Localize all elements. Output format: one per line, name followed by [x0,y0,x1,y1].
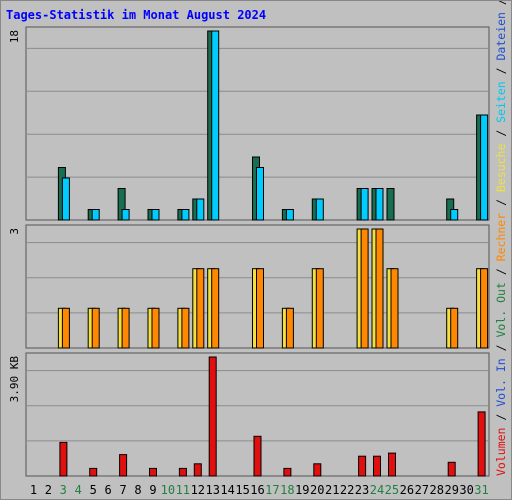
legend-item: Dateien [494,12,508,60]
bar-dateien [285,209,294,221]
x-tick-label: 12 [191,483,205,497]
legend-item: Seiten [494,81,508,123]
bar-volumen [89,467,98,477]
x-tick-label: 7 [119,483,126,497]
bar-rechner [61,307,70,349]
bar-rechner [121,307,130,349]
x-tick-label: 28 [429,483,443,497]
bar-volumen [447,461,456,477]
bar-dateien [315,198,324,221]
x-tick-label: 17 [265,483,279,497]
x-tick-label: 22 [340,483,354,497]
legend-item: Vol. Out [494,282,508,337]
bar-dateien [61,177,70,221]
legend-item: Besuche [494,144,508,193]
x-tick-label: 5 [90,483,97,497]
bar-dateien [196,198,205,221]
x-tick-label: 27 [415,483,429,497]
legend-separator: / [494,123,508,144]
x-tick-label: 6 [104,483,111,497]
bar-dateien [375,188,384,221]
bar-rechner [285,307,294,349]
bar-volumen [388,452,396,477]
legend-separator: / [494,0,508,12]
legend-separator: / [494,338,508,359]
x-tick-label: 3 [60,483,67,497]
bar-dateien [450,209,459,221]
bar-volumen [193,463,202,477]
legend-item: Rechner [494,213,508,262]
bar-dateien [151,209,160,221]
bar-dateien [360,188,369,221]
x-tick-label: 29 [444,483,458,497]
x-tick-label: 21 [325,483,339,497]
x-tick-label: 13 [205,483,219,497]
bar-rechner [450,307,459,349]
y-max-label: 3.90 KB [8,356,21,403]
x-tick-label: 16 [250,483,264,497]
bar-rechner [256,268,264,349]
y-max-label: 3 [8,228,21,235]
x-tick-label: 24 [370,483,384,497]
bar-rechner [375,228,384,349]
bar-rechner [181,307,190,349]
bar-volumen [283,467,292,477]
bar-rechner [360,228,369,349]
x-tick-label: 26 [400,483,414,497]
x-tick-label: 15 [235,483,249,497]
y-max-label: 18 [8,30,21,43]
x-tick-label: 19 [295,483,309,497]
bar-volumen [358,455,367,477]
right-legend: Volumen / Vol. In / Vol. Out / Rechner /… [494,0,508,476]
bar-volumen [253,435,262,477]
legend-separator: / [494,192,508,213]
x-tick-label: 14 [220,483,234,497]
x-tick-label: 31 [474,483,488,497]
x-tick-label: 8 [134,483,141,497]
bar-dateien [91,209,100,221]
x-tick-label: 25 [385,483,399,497]
bar-rechner [91,307,100,349]
bar-anfragen [386,188,395,221]
x-tick-label: 18 [280,483,294,497]
x-tick-label: 4 [75,483,82,497]
bar-dateien [181,209,190,221]
bar-volumen [149,467,157,477]
bar-volumen [313,463,322,477]
legend-item: Volumen [494,428,508,476]
bar-rechner [151,307,160,349]
x-tick-label: 2 [45,483,52,497]
bar-volumen [59,441,68,477]
legend-separator: / [494,261,508,282]
bar-volumen [178,467,187,477]
x-tick-label: 23 [355,483,369,497]
bar-rechner [390,268,399,349]
bar-volumen [119,454,128,477]
legend-separator: / [494,407,508,428]
x-tick-label: 11 [176,483,190,497]
bar-dateien [256,167,264,221]
x-tick-label: 20 [310,483,324,497]
bar-rechner [315,268,324,349]
bar-rechner [211,268,220,349]
x-tick-label: 9 [149,483,156,497]
bar-volumen [208,356,217,477]
bar-volumen [477,411,486,477]
x-tick-label: 1 [30,483,37,497]
x-tick-label: 30 [459,483,473,497]
x-tick-label: 10 [161,483,175,497]
bar-dateien [121,209,130,221]
bar-rechner [196,268,205,349]
legend-separator: / [494,61,508,82]
legend-item: Vol. In [494,358,508,406]
chart-title: Tages-Statistik im Monat August 2024 [6,8,266,22]
bar-dateien [211,30,220,221]
bar-rechner [480,268,489,349]
bar-dateien [480,114,489,221]
bar-volumen [373,455,381,477]
